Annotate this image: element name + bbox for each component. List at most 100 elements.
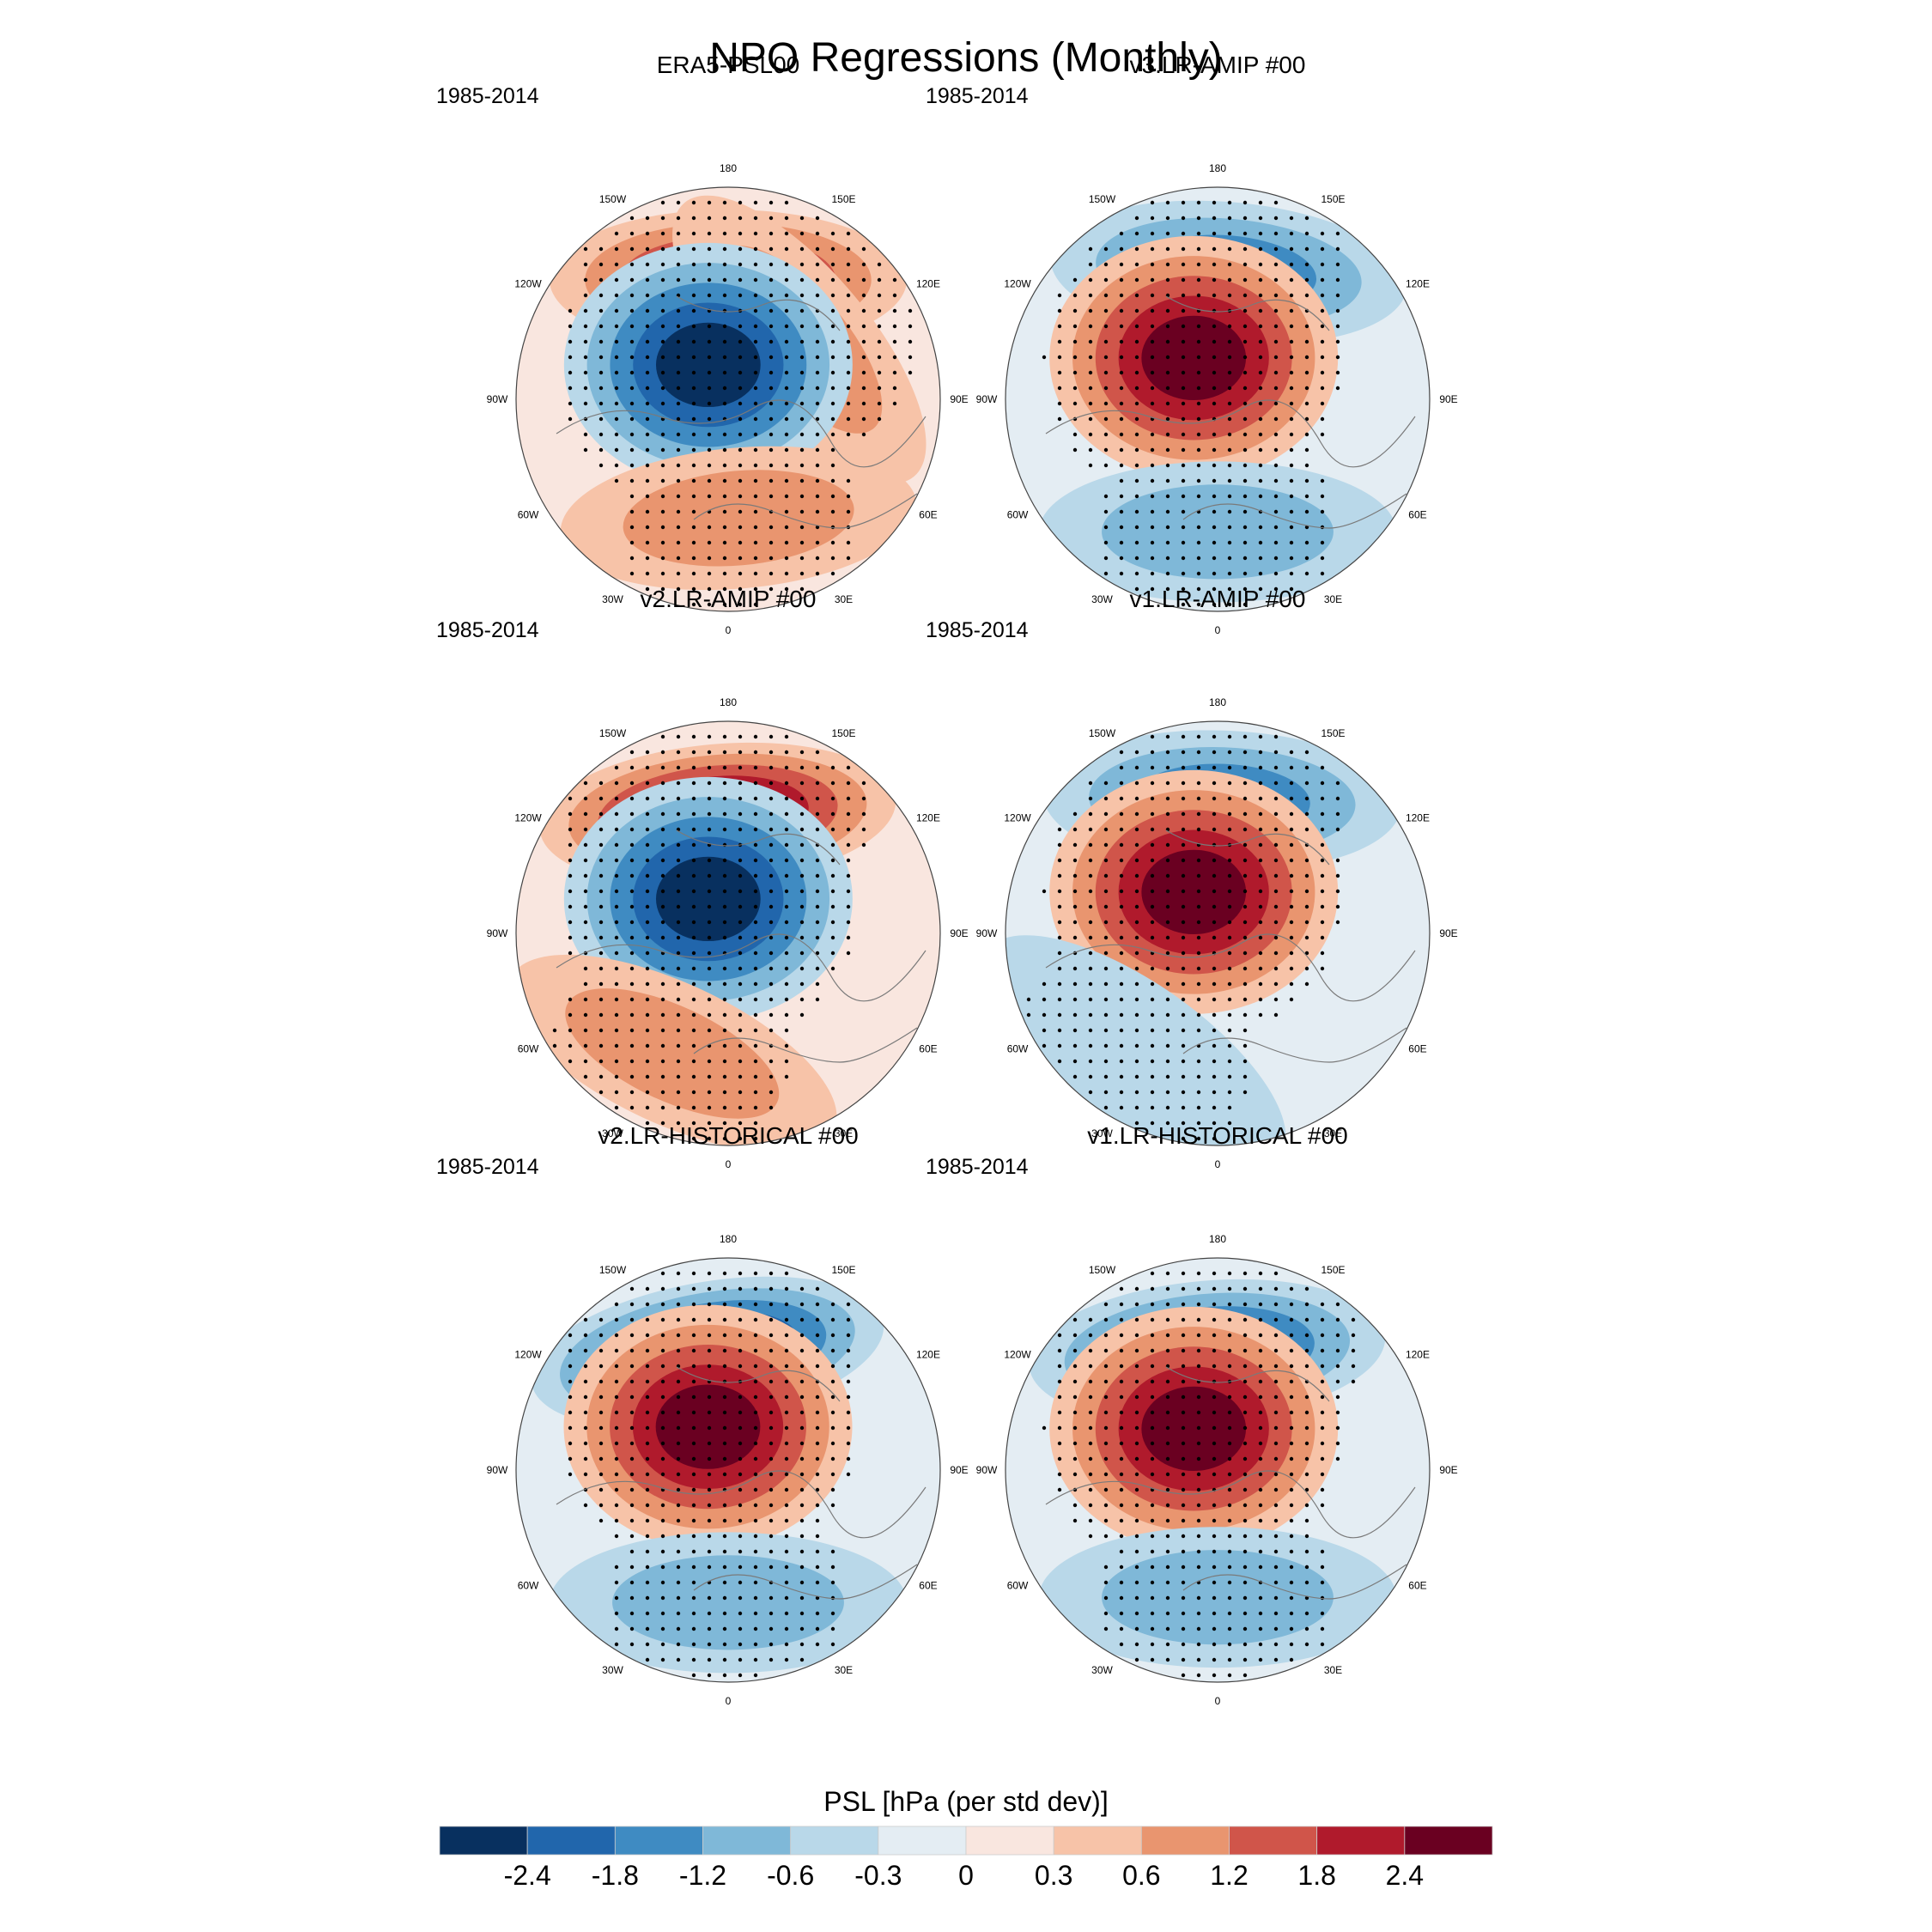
colorbar-tick-label: 0.3 — [1035, 1860, 1072, 1891]
colorbar-bin — [702, 1826, 792, 1856]
stippling — [568, 1271, 851, 1678]
colorbar-bin — [526, 1826, 616, 1856]
colorbar-bin — [439, 1826, 528, 1856]
longitude-label: 120E — [1406, 1349, 1430, 1361]
longitude-label: 120E — [916, 1349, 940, 1361]
panel-title: v2.LR-AMIP #00 — [640, 586, 817, 612]
longitude-label: 150W — [1089, 193, 1116, 205]
coastlines — [556, 295, 927, 529]
longitude-label: 90W — [976, 927, 998, 939]
longitude-label: 60W — [1007, 1580, 1029, 1592]
longitude-label: 120W — [1004, 812, 1031, 824]
map-border — [1005, 720, 1431, 1146]
longitude-label: 30E — [1324, 1664, 1342, 1676]
longitude-label: 60E — [1408, 509, 1426, 521]
longitude-label: 30W — [602, 593, 623, 605]
longitude-label: 60E — [919, 1580, 937, 1592]
panel-title: v3.LR-AMIP #00 — [1129, 52, 1306, 78]
map-border — [515, 1257, 941, 1683]
longitude-label: 90W — [487, 1464, 508, 1476]
longitude-label: 120W — [514, 812, 542, 824]
longitude-label: 30E — [835, 593, 853, 605]
colorbar-tick-label: -0.3 — [854, 1860, 902, 1891]
colorbar-tick-label: 2.4 — [1386, 1860, 1424, 1891]
longitude-label: 0 — [1215, 624, 1221, 636]
contour-fill-level — [655, 322, 761, 408]
longitude-label: 150E — [1321, 1264, 1345, 1276]
longitude-label: 120E — [916, 278, 940, 290]
longitude-label: 60E — [1408, 1043, 1426, 1055]
panel-period: 1985-2014 — [926, 618, 1029, 642]
longitude-label: 150E — [1321, 727, 1345, 739]
contour-fill-level — [1102, 1550, 1334, 1645]
panel-title: v2.LR-HISTORICAL #00 — [598, 1122, 859, 1149]
panel-title: v1.LR-AMIP #00 — [1129, 586, 1306, 612]
anomaly-lobe-negative — [550, 1532, 907, 1674]
contour-fill-level — [623, 470, 854, 567]
longitude-label: 180 — [720, 162, 737, 174]
coastlines — [556, 829, 927, 1063]
stippling — [552, 734, 866, 1141]
contour-fill-level — [655, 856, 761, 942]
longitude-label: 150E — [831, 1264, 855, 1276]
longitude-label: 120W — [514, 1349, 542, 1361]
colorbar-bin — [878, 1826, 967, 1856]
longitude-label: 60E — [919, 1043, 937, 1055]
colorbar-bin — [1316, 1826, 1406, 1856]
map-panel: ERA5-PSL00 1985-2014 180 150E 120E 90E 60E 30E 0… — [436, 52, 994, 683]
colorbar-bin — [614, 1826, 703, 1856]
anomaly-lobe-positive — [560, 446, 917, 591]
polar-map: 180 150E 120E 90E 60E 30E 0 30W 60W 90W 120W 150W — [487, 696, 969, 1170]
longitude-label: 30E — [835, 1127, 853, 1139]
panel-period: 1985-2014 — [926, 1155, 1029, 1179]
longitude-label: 30W — [1091, 593, 1113, 605]
contour-fill-level — [1141, 315, 1247, 401]
contour-fill-level — [1141, 849, 1247, 935]
anomaly-lobe-positive — [1049, 1306, 1339, 1551]
longitude-label: 90W — [487, 393, 508, 405]
longitude-label: 60W — [518, 1043, 539, 1055]
longitude-label: 120W — [1004, 1349, 1031, 1361]
contour-fill-level — [1102, 484, 1334, 580]
coastlines — [1045, 1366, 1416, 1600]
map-border — [515, 186, 941, 612]
contour-fill-level — [565, 988, 780, 1119]
panel-period: 1985-2014 — [926, 84, 1029, 108]
longitude-label: 60E — [919, 509, 937, 521]
colorbar-tick-label: -2.4 — [504, 1860, 551, 1891]
longitude-label: 180 — [1209, 696, 1226, 708]
longitude-label: 30W — [1091, 1127, 1113, 1139]
colorbar-tick-label: 1.8 — [1297, 1860, 1335, 1891]
colorbar-bin — [1404, 1826, 1493, 1856]
longitude-label: 90E — [950, 927, 968, 939]
map-border — [515, 720, 941, 1146]
longitude-label: 0 — [726, 1158, 732, 1170]
colorbar-bin — [965, 1826, 1054, 1856]
polar-map: 180 150E 120E 90E 60E 30E 0 30W 60W 90W 120W 150W — [487, 1233, 969, 1707]
stippling — [1026, 734, 1340, 1141]
longitude-label: 30E — [1324, 593, 1342, 605]
longitude-label: 30W — [602, 1127, 623, 1139]
longitude-label: 150E — [831, 727, 855, 739]
polar-map: 180 150E 120E 90E 60E 30E 0 30W 60W 90W 120W 150W — [487, 162, 969, 636]
longitude-label: 180 — [720, 1233, 737, 1245]
longitude-label: 0 — [726, 624, 732, 636]
panel-title: v1.LR-HISTORICAL #00 — [1087, 1122, 1348, 1149]
longitude-label: 90E — [1439, 1464, 1457, 1476]
coastlines — [1045, 829, 1416, 1063]
longitude-label: 120W — [514, 278, 542, 290]
map-panel: v1.LR-HISTORICAL #00 1985-2014 180 150E 120E… — [926, 1122, 1484, 1753]
stippling — [1042, 200, 1340, 607]
longitude-label: 120W — [1004, 278, 1031, 290]
anomaly-lobe-negative — [1039, 461, 1396, 603]
longitude-label: 60W — [1007, 1043, 1029, 1055]
longitude-label: 90W — [976, 1464, 998, 1476]
longitude-label: 150W — [1089, 727, 1116, 739]
map-panel: v3.LR-AMIP #00 1985-2014 180 150E 120E 90E 60E… — [926, 52, 1484, 683]
colorbar-tick-label: -0.6 — [767, 1860, 814, 1891]
map-panel: v2.LR-HISTORICAL #00 1985-2014 180 150E 120E… — [436, 1122, 994, 1753]
longitude-label: 90E — [1439, 927, 1457, 939]
longitude-label: 30E — [835, 1664, 853, 1676]
colorbar-title: PSL [hPa (per std dev)] — [823, 1786, 1109, 1817]
map-panel: v2.LR-AMIP #00 1985-2014 180 150E 120E 90E 60E… — [436, 586, 994, 1217]
